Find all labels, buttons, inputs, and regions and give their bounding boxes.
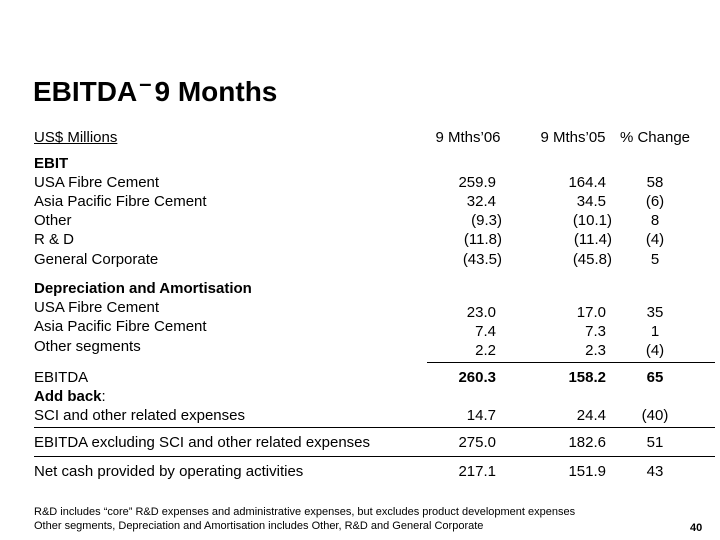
row-label: USA Fibre Cement <box>34 174 160 191</box>
col-header-9mths06: 9 Mths’06 <box>435 129 501 146</box>
units-header: US$ Millions <box>34 129 118 146</box>
value-9mths06: 259.9 <box>458 174 496 191</box>
value-9mths05: 164.4 <box>568 174 606 191</box>
col-header-9mths05: 9 Mths’05 <box>540 129 606 146</box>
row-label: Other <box>34 212 72 229</box>
row-label: Asia Pacific Fibre Cement <box>34 318 207 335</box>
page-number: 40 <box>690 522 703 534</box>
value-pct-change: 43 <box>646 463 664 480</box>
value-9mths06: 14.7 <box>466 407 496 424</box>
row-label: Other segments <box>34 338 141 355</box>
value-pct-change: 35 <box>646 304 664 321</box>
value-9mths05: (45.8) <box>572 251 612 268</box>
value-pct-change: (6) <box>645 193 665 210</box>
row-label: General Corporate <box>34 251 159 268</box>
value-9mths06: (11.8) <box>463 231 502 248</box>
da-heading: Depreciation and Amortisation <box>34 280 252 297</box>
value-9mths06: 217.1 <box>458 463 496 480</box>
row-label: EBITDA excluding SCI and other related e… <box>34 434 371 451</box>
value-9mths05: 158.2 <box>568 369 606 386</box>
row-label: Asia Pacific Fibre Cement <box>34 193 207 210</box>
value-9mths05: (11.4) <box>573 231 612 248</box>
value-9mths05: 7.3 <box>585 323 606 340</box>
title-main: EBITDA <box>33 76 138 107</box>
value-9mths06: 32.4 <box>466 193 496 210</box>
value-9mths05: 17.0 <box>576 304 606 321</box>
value-pct-change: (4) <box>645 342 665 359</box>
addback-heading: Add back: <box>34 387 106 406</box>
value-9mths06: 2.2 <box>475 342 496 359</box>
row-label: USA Fibre Cement <box>34 299 160 316</box>
value-9mths05: 34.5 <box>576 193 606 210</box>
value-pct-change: 58 <box>646 174 664 191</box>
col-header-pct-change: % Change <box>619 129 691 146</box>
value-pct-change: 5 <box>650 251 660 268</box>
divider-rule <box>34 456 715 457</box>
row-label: Net cash provided by operating activitie… <box>34 463 304 480</box>
value-9mths06: 260.3 <box>458 369 496 386</box>
addback-heading-text: Add back <box>34 388 102 405</box>
title-period: 9 Months <box>154 76 278 107</box>
value-9mths05: 182.6 <box>568 434 606 451</box>
value-pct-change: 65 <box>646 369 664 386</box>
footnote: R&D includes “core” R&D expenses and adm… <box>34 506 576 518</box>
value-9mths05: (10.1) <box>572 212 612 229</box>
title-dash: – <box>139 71 152 96</box>
row-label: R & D <box>34 231 75 248</box>
value-9mths06: 275.0 <box>458 434 496 451</box>
subtotal-rule <box>427 362 715 363</box>
page-title: EBITDA– 9 Months <box>33 71 278 108</box>
ebit-heading: EBIT <box>34 155 69 172</box>
value-9mths06: 23.0 <box>466 304 496 321</box>
value-pct-change: 1 <box>650 323 660 340</box>
value-pct-change: (40) <box>641 407 669 424</box>
row-label: EBITDA <box>34 369 89 386</box>
value-pct-change: 51 <box>646 434 664 451</box>
value-9mths06: 7.4 <box>475 323 496 340</box>
row-label: SCI and other related expenses <box>34 407 245 424</box>
value-9mths05: 2.3 <box>585 342 606 359</box>
value-pct-change: 8 <box>650 212 660 229</box>
footnote: Other segments, Depreciation and Amortis… <box>34 520 484 532</box>
addback-heading-colon: : <box>101 388 106 405</box>
value-9mths05: 24.4 <box>576 407 606 424</box>
value-9mths06: (43.5) <box>462 251 502 268</box>
value-pct-change: (4) <box>645 231 665 248</box>
divider-rule <box>34 427 715 428</box>
value-9mths05: 151.9 <box>568 463 606 480</box>
value-9mths06: (9.3) <box>471 212 502 229</box>
